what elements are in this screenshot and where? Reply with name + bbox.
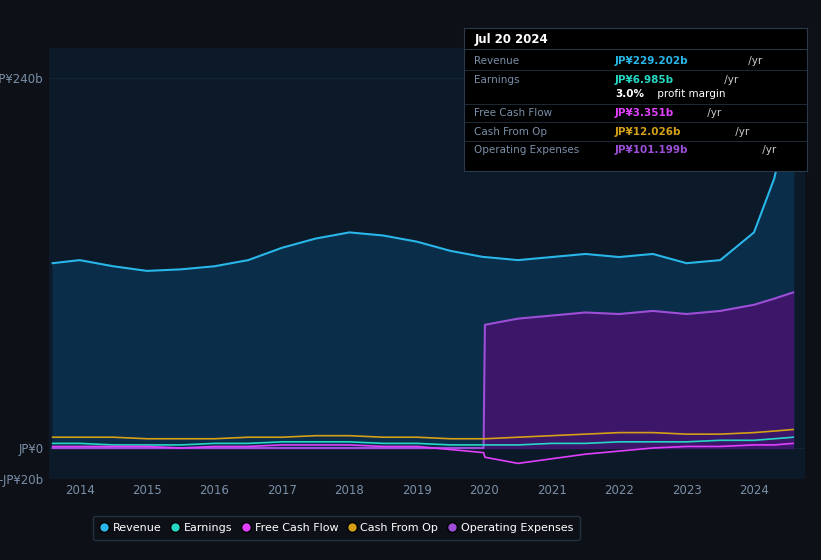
Text: JP¥229.202b: JP¥229.202b bbox=[615, 56, 689, 66]
Text: JP¥101.199b: JP¥101.199b bbox=[615, 145, 688, 155]
Text: JP¥3.351b: JP¥3.351b bbox=[615, 108, 674, 118]
Text: /yr: /yr bbox=[732, 127, 749, 137]
Text: /yr: /yr bbox=[704, 108, 722, 118]
Text: 3.0%: 3.0% bbox=[615, 90, 644, 100]
Text: JP¥12.026b: JP¥12.026b bbox=[615, 127, 681, 137]
Text: Operating Expenses: Operating Expenses bbox=[475, 145, 580, 155]
Text: /yr: /yr bbox=[759, 145, 776, 155]
Text: /yr: /yr bbox=[745, 56, 763, 66]
Text: Earnings: Earnings bbox=[475, 75, 520, 85]
Text: profit margin: profit margin bbox=[654, 90, 726, 100]
Text: Jul 20 2024: Jul 20 2024 bbox=[475, 33, 548, 46]
Text: JP¥6.985b: JP¥6.985b bbox=[615, 75, 674, 85]
Text: Cash From Op: Cash From Op bbox=[475, 127, 547, 137]
Text: Free Cash Flow: Free Cash Flow bbox=[475, 108, 553, 118]
Text: /yr: /yr bbox=[721, 75, 739, 85]
Text: Revenue: Revenue bbox=[475, 56, 520, 66]
Legend: Revenue, Earnings, Free Cash Flow, Cash From Op, Operating Expenses: Revenue, Earnings, Free Cash Flow, Cash … bbox=[93, 516, 580, 540]
